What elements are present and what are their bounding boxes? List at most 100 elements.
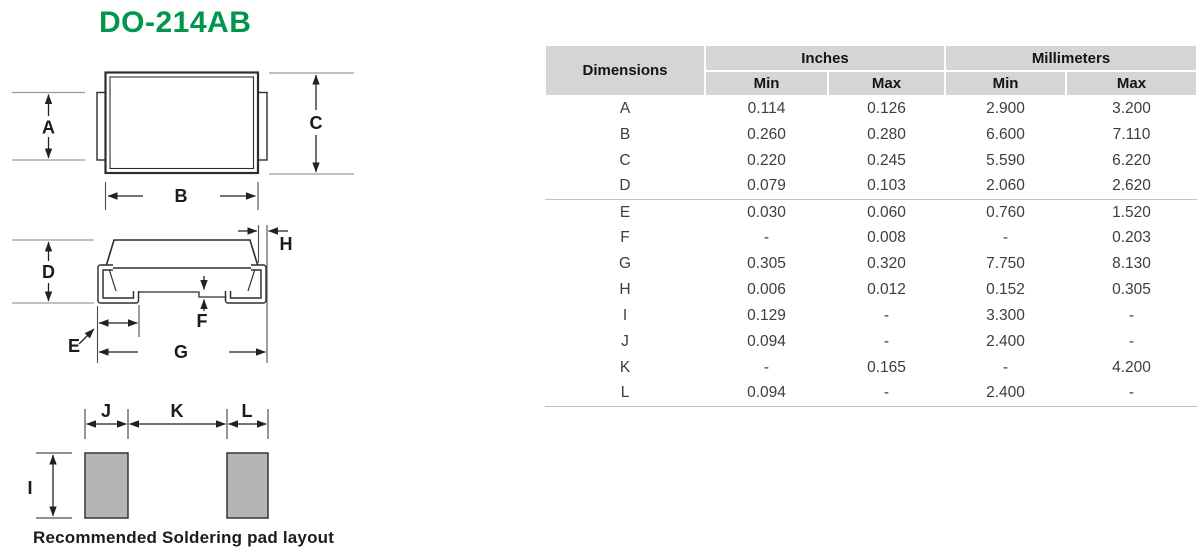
- dimension-value: 7.750: [986, 255, 1025, 273]
- dimension-value: 0.320: [867, 255, 906, 273]
- table-row: F - 0.008 - 0.203: [545, 225, 1197, 251]
- dimension-value: 0.126: [867, 99, 906, 117]
- table-row: B 0.260 0.280 6.600 7.110: [545, 122, 1197, 148]
- dimension-value: 0.152: [986, 281, 1025, 299]
- dimension-letter: C: [619, 151, 631, 169]
- dimension-h: H: [238, 225, 293, 363]
- dimension-value: 0.203: [1112, 229, 1151, 247]
- dimension-letter: K: [619, 358, 631, 376]
- dimension-value: 0.129: [747, 307, 786, 325]
- side-view-drawing: [97, 239, 267, 304]
- dimension-value: -: [1128, 307, 1135, 325]
- dimension-value: 0.103: [828, 174, 945, 200]
- dimension-value: -: [1002, 358, 1009, 376]
- package-drawing: A C B D H: [12, 71, 354, 519]
- dimension-value: 0.260: [747, 125, 786, 143]
- dimension-value: 5.590: [986, 151, 1025, 169]
- header-millimeters: Millimeters: [945, 45, 1197, 71]
- dimension-f: F: [197, 276, 208, 331]
- dimension-letter: J: [621, 332, 629, 350]
- dim-label-e: E: [68, 336, 80, 356]
- dim-label-k: K: [171, 401, 184, 421]
- dimension-value: 0.012: [867, 281, 906, 299]
- dimension-value: 2.400: [986, 332, 1025, 350]
- table-row: K - 0.165 - 4.200: [545, 355, 1197, 381]
- dimension-letter: A: [619, 99, 631, 117]
- dimension-value: -: [883, 332, 890, 350]
- header-inches-max: Max: [828, 71, 945, 96]
- dimension-d: D: [12, 239, 94, 304]
- dimension-value: 6.600: [986, 125, 1025, 143]
- package-title: DO-214AB: [99, 6, 252, 39]
- dim-label-a: A: [42, 118, 55, 138]
- dimension-value: 0.220: [747, 151, 786, 169]
- pad-layout-drawing: J K L I: [27, 401, 269, 519]
- dimension-value: 1.520: [1112, 203, 1151, 221]
- dimension-letter: H: [619, 281, 631, 299]
- header-mm-max: Max: [1066, 71, 1197, 96]
- table-row: L 0.094-2.400-: [545, 381, 1197, 407]
- dimension-value: 0.008: [867, 229, 906, 247]
- dimension-letter: E: [619, 203, 631, 221]
- dimension-value: -: [1066, 381, 1197, 407]
- dimension-letter: G: [618, 255, 632, 273]
- dimension-a: A: [12, 91, 85, 161]
- package-body-outline: [104, 71, 260, 175]
- lead-left-inner: [98, 265, 138, 303]
- dimension-c: C: [269, 72, 354, 175]
- dimension-value: 4.200: [1112, 358, 1151, 376]
- pad-layout-caption: Recommended Soldering pad layout: [33, 528, 335, 547]
- dimension-value: 3.200: [1112, 99, 1151, 117]
- package-body-side: [104, 239, 260, 269]
- dimension-value: 2.400: [945, 381, 1066, 407]
- dimension-value: 0.030: [747, 203, 786, 221]
- table-row: J 0.094 - 2.400 -: [545, 329, 1197, 355]
- top-view-drawing: [96, 71, 268, 175]
- table-row: C 0.220 0.245 5.590 6.220: [545, 148, 1197, 174]
- header-dimensions: Dimensions: [545, 45, 705, 96]
- dimension-b: B: [104, 182, 259, 210]
- dimension-letter: D: [545, 174, 705, 200]
- dimension-value: 0.305: [1112, 281, 1151, 299]
- dimension-value: 3.300: [986, 307, 1025, 325]
- dimension-value: -: [763, 229, 770, 247]
- dimension-value: -: [763, 358, 770, 376]
- dimension-value: 0.094: [747, 332, 786, 350]
- body-chamfer-left: [108, 268, 117, 292]
- dimension-letter: I: [622, 307, 628, 325]
- dimension-value: 2.620: [1066, 174, 1197, 200]
- dimensions-table: Dimensions Inches Millimeters Min Max Mi…: [545, 45, 1197, 407]
- table-row: H 0.006 0.012 0.152 0.305: [545, 277, 1197, 303]
- dimension-value: -: [1128, 332, 1135, 350]
- dim-label-l: L: [242, 401, 253, 421]
- dimension-letter: B: [619, 125, 631, 143]
- dimension-value: 0.060: [867, 203, 906, 221]
- header-mm-min: Min: [945, 71, 1066, 96]
- lead-right: [224, 264, 267, 304]
- solder-pad: [84, 452, 129, 519]
- dimension-value: -: [828, 381, 945, 407]
- table-row: D 0.079 0.103 2.060 2.620: [545, 174, 1197, 200]
- dim-label-c: C: [310, 113, 323, 133]
- table-row: E 0.030 0.060 0.760 1.520: [545, 200, 1197, 226]
- dim-label-i: I: [27, 478, 32, 498]
- dimension-value: 2.060: [945, 174, 1066, 200]
- dimension-value: 0.305: [747, 255, 786, 273]
- leader-line: [78, 328, 95, 345]
- lead-left: [97, 264, 140, 304]
- body-bottom-standoff: [139, 291, 227, 298]
- dimension-jkl: J K L: [84, 401, 269, 439]
- solder-pad: [226, 452, 269, 519]
- table-row: G 0.305 0.320 7.750 8.130: [545, 251, 1197, 277]
- dimension-e: E: [68, 305, 140, 363]
- dimension-i: I: [27, 452, 72, 519]
- dimension-value: 0.094: [705, 381, 828, 407]
- dimension-value: 6.220: [1112, 151, 1151, 169]
- dimension-value: -: [883, 307, 890, 325]
- terminal-tab-right: [257, 91, 268, 161]
- dimension-value: 0.245: [867, 151, 906, 169]
- body-chamfer-right: [247, 268, 256, 292]
- dimension-value: 8.130: [1112, 255, 1151, 273]
- dim-label-g: G: [174, 342, 188, 362]
- dim-label-b: B: [175, 186, 188, 206]
